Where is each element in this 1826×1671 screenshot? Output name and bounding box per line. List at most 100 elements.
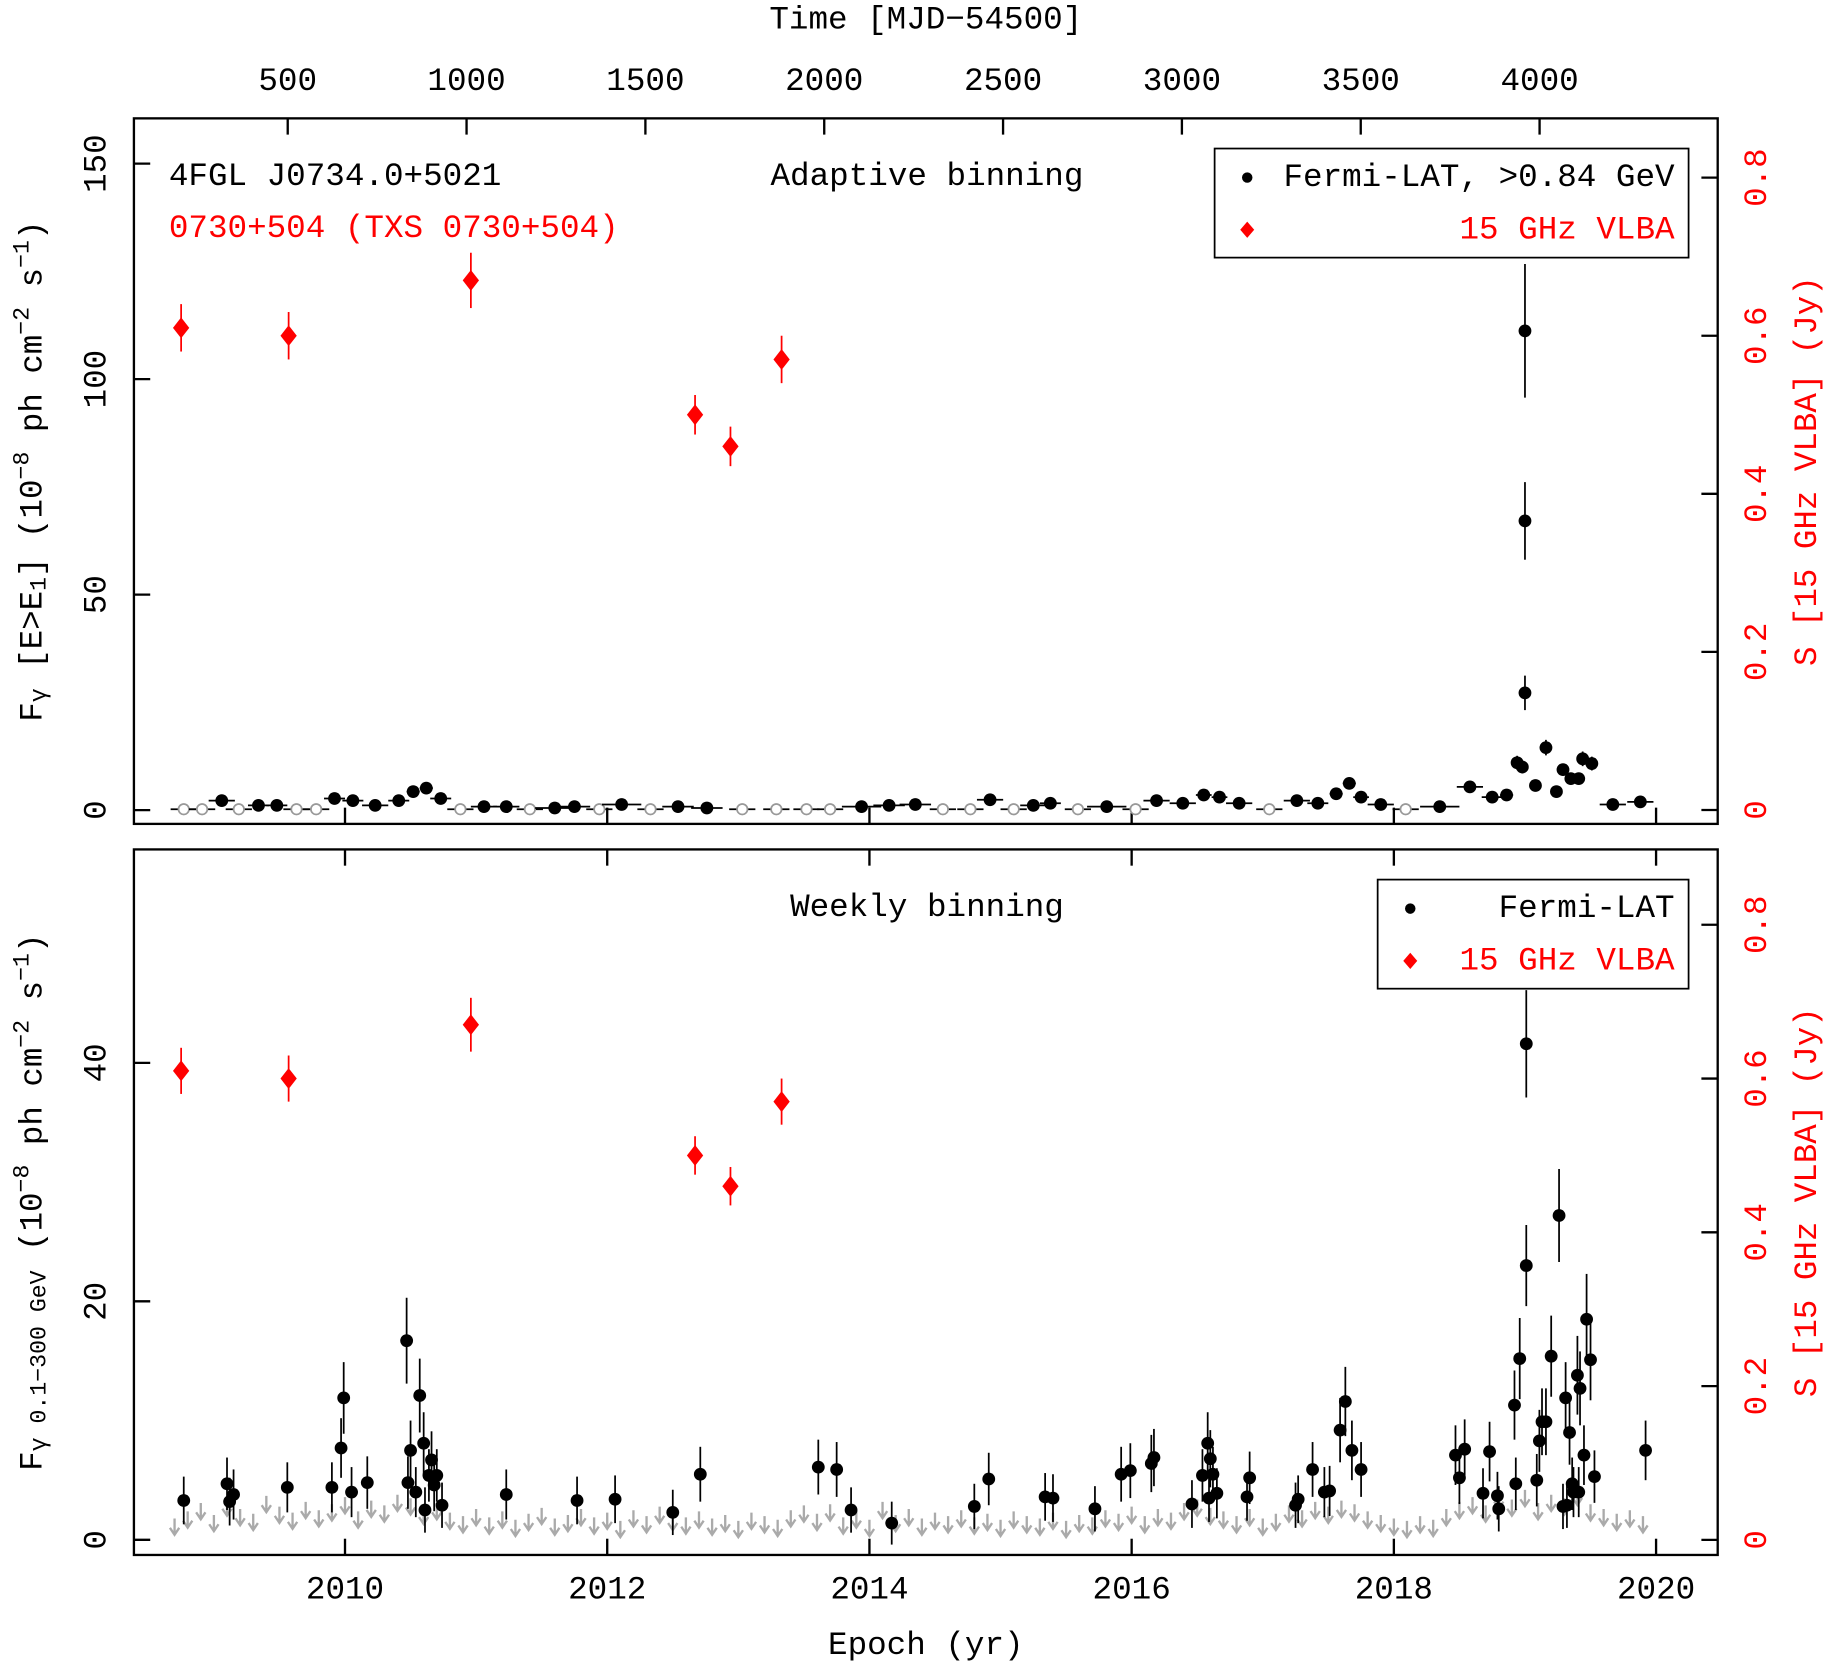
y2-tick-label: 0.8: [1739, 148, 1776, 206]
upper-limit: [1598, 1509, 1610, 1528]
y-axis-title-part: F: [14, 702, 51, 721]
data-point: [1571, 1368, 1584, 1382]
data-point: [1577, 1448, 1591, 1462]
y2-tick-label: 0.6: [1739, 1049, 1776, 1107]
upper-limit: [955, 1510, 967, 1529]
x2-axis-title: Time [MJD−54500]: [769, 1, 1082, 38]
upper-limit: [1034, 1518, 1046, 1537]
upper-limit: [1532, 1503, 1544, 1522]
upper-limit: [260, 1495, 272, 1515]
data-point: [811, 1460, 825, 1474]
y-tick-label: 20: [78, 1282, 115, 1321]
upper-limit: [404, 1498, 417, 1517]
y-tick-label: 150: [78, 134, 115, 192]
upper-limit: [732, 1520, 744, 1540]
upper-limit: [929, 1512, 941, 1531]
upper-limit: [483, 1517, 495, 1536]
x2-tick-label: 2000: [785, 63, 863, 100]
upper-limit: [680, 1517, 692, 1536]
y-axis-title-part: ph cm: [14, 1048, 51, 1165]
data-point: [1508, 1398, 1521, 1412]
data-point: [1196, 1469, 1209, 1482]
data-point: [1243, 1471, 1257, 1485]
x-tick-label: 2020: [1617, 1571, 1695, 1608]
upper-limit: [1637, 1516, 1649, 1535]
data-point: [417, 1436, 431, 1450]
upper-limit: [994, 1519, 1007, 1539]
upper-limit: [1362, 1511, 1374, 1530]
upper-limit: [562, 1514, 574, 1534]
data-point: [1552, 1209, 1566, 1222]
data-point: [346, 794, 360, 808]
data-point: [280, 1480, 294, 1494]
data-point: [1519, 1037, 1533, 1051]
data-point: [1476, 1486, 1490, 1500]
open-point: [800, 803, 813, 816]
upper-limit: [300, 1501, 312, 1521]
open-point: [310, 803, 323, 816]
upper-limit: [719, 1514, 731, 1534]
data-point: [280, 325, 297, 347]
upper-limit: [1584, 1504, 1597, 1523]
data-point: [413, 1389, 427, 1402]
upper-limit: [1506, 1499, 1518, 1518]
data-point: [830, 1463, 844, 1476]
upper-limit: [1178, 1503, 1190, 1522]
upper-limit: [903, 1509, 915, 1528]
data-point: [1147, 1451, 1161, 1464]
data-point: [1433, 800, 1447, 814]
y-axis-title-part: −8: [9, 452, 35, 480]
open-point: [823, 803, 837, 816]
data-point: [1539, 741, 1553, 754]
y-axis-title-part: −1: [9, 953, 35, 981]
upper-limit: [378, 1505, 390, 1524]
open-point: [195, 803, 209, 816]
upper-limit: [496, 1511, 508, 1530]
upper-limit: [1217, 1511, 1230, 1530]
data-point: [615, 798, 629, 811]
data-point: [1345, 1444, 1359, 1457]
data-point: [172, 1060, 190, 1082]
data-point: [1197, 788, 1211, 802]
x-tick-label: 2014: [830, 1571, 908, 1608]
data-point: [722, 435, 739, 457]
upper-limit: [1021, 1516, 1033, 1535]
upper-limit: [1152, 1509, 1164, 1528]
data-point: [1550, 785, 1563, 798]
open-point: [1007, 803, 1020, 816]
data-point: [1556, 763, 1570, 776]
upper-limit: [1008, 1511, 1020, 1530]
data-point: [1240, 1490, 1254, 1504]
legend-marker: [1405, 903, 1416, 914]
data-point: [270, 798, 284, 812]
y-axis-title: Fγ [E>E1] (10−8 ph cm−2 s−1): [9, 221, 52, 722]
open-point: [1399, 803, 1412, 816]
data-point: [1213, 790, 1226, 804]
data-point: [1519, 1259, 1533, 1272]
data-point: [1491, 1489, 1504, 1503]
x2-tick-label: 1000: [427, 63, 505, 100]
data-point: [671, 800, 685, 814]
data-point: [982, 1472, 996, 1486]
open-point: [936, 803, 949, 816]
data-point: [1532, 1434, 1546, 1448]
y-axis-title-part: ): [14, 221, 51, 240]
upper-limit: [352, 1511, 364, 1530]
legend-box: [1213, 147, 1690, 259]
upper-limit: [1204, 1507, 1216, 1527]
data-point: [1323, 1484, 1337, 1498]
y-tick-label: 100: [78, 350, 115, 408]
data-point: [1150, 794, 1163, 808]
y2-tick-label: 0.4: [1739, 465, 1776, 523]
data-point: [1563, 1426, 1576, 1439]
legend-label: 15 GHz VLBA: [1459, 211, 1675, 248]
data-point: [1026, 798, 1040, 812]
data-point: [419, 781, 433, 795]
data-point: [1572, 772, 1586, 786]
data-point: [462, 269, 480, 291]
data-point: [1518, 686, 1532, 700]
y-axis-title-part: −8: [9, 1165, 35, 1193]
data-point: [1560, 1498, 1574, 1512]
upper-limit: [850, 1511, 862, 1530]
data-point: [693, 1467, 707, 1481]
